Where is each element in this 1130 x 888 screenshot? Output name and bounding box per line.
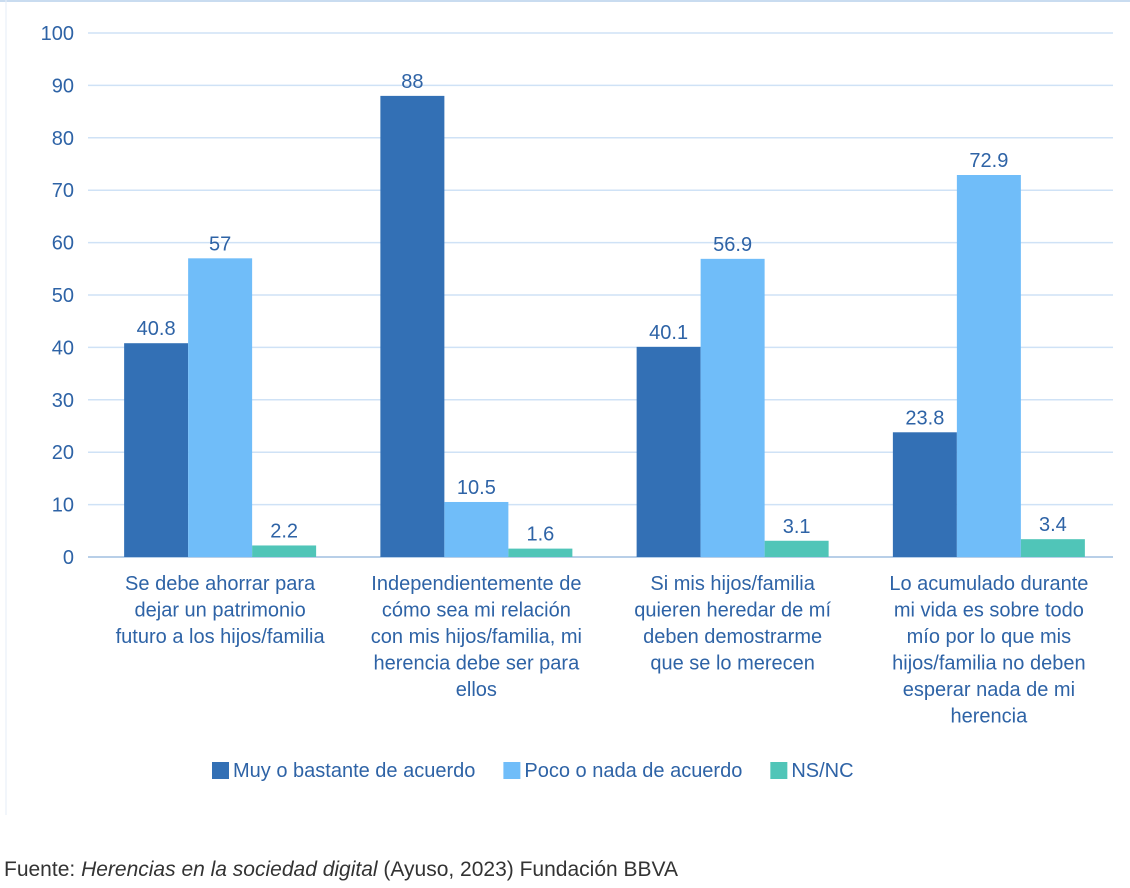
legend-swatch <box>212 762 229 779</box>
y-axis-ticks: 0 10 20 30 40 50 60 70 80 90 100 <box>41 23 74 569</box>
data-label: 3.4 <box>1039 514 1067 536</box>
source-suffix: (Ayuso, 2023) Fundación BBVA <box>377 858 678 881</box>
bar <box>380 95 445 557</box>
bar <box>188 258 253 557</box>
bar <box>124 343 189 557</box>
bar-chart: 40.8 88 40.1 23.8 57 10.5 56.9 72.9 2.2 1.6 3.1 3.4… <box>0 0 1130 815</box>
data-label: 56.9 <box>713 234 752 256</box>
category-label-line: mi vida es sobre todo <box>894 600 1084 622</box>
category-label-line: mío por lo que mis <box>907 626 1072 648</box>
bar <box>892 432 957 557</box>
category-label-line: hijos/familia no deben <box>892 653 1085 675</box>
category-label-line: con mis hijos/familia, mi <box>371 626 582 648</box>
legend-label: Muy o bastante de acuerdo <box>233 760 475 782</box>
category-label: Se debe ahorrar para dejar un patrimonio f… <box>116 573 326 648</box>
source-caption: Fuente: Herencias en la sociedad digital… <box>4 858 678 882</box>
legend-swatch <box>770 762 788 779</box>
data-label: 1.6 <box>526 524 554 546</box>
legend-label: NS/NC <box>791 760 853 782</box>
legend-swatch <box>503 762 521 779</box>
category-label-line: Se debe ahorrar para <box>125 573 316 595</box>
source-prefix: Fuente: <box>4 858 82 881</box>
source-title: Herencias en la sociedad digital <box>81 858 378 881</box>
category-label-line: Independientemente de <box>371 573 581 595</box>
category-label: Si mis hijos/familia quieren heredar de m… <box>634 573 831 675</box>
x-axis-categories: Se debe ahorrar para dejar un patrimonio f… <box>116 573 1089 728</box>
data-label: 72.9 <box>969 150 1008 172</box>
category-label-line: deben demostrarme <box>643 626 822 648</box>
category-label: Lo acumulado durante mi vida es sobre tod… <box>889 573 1088 728</box>
bar <box>252 545 317 557</box>
bar <box>508 548 573 557</box>
data-label: 88 <box>401 71 423 93</box>
category-label-line: que se lo merecen <box>650 653 815 675</box>
y-tick-label: 10 <box>52 495 74 517</box>
y-tick-label: 0 <box>63 547 74 569</box>
data-label: 2.2 <box>270 520 298 542</box>
y-tick-label: 80 <box>52 128 74 150</box>
category-label-line: ellos <box>456 679 497 701</box>
y-tick-label: 60 <box>52 233 74 255</box>
data-labels: 40.8 88 40.1 23.8 57 10.5 56.9 72.9 2.2 1.6 3.1 3.4 <box>137 71 1067 546</box>
bar <box>700 258 765 557</box>
bar <box>636 346 701 557</box>
y-tick-label: 70 <box>52 180 74 202</box>
y-tick-label: 50 <box>52 285 74 307</box>
category-label-line: Si mis hijos/familia <box>650 573 815 595</box>
data-label: 40.8 <box>137 318 176 340</box>
category-label: Independientemente de cómo sea mi relació… <box>371 573 582 701</box>
legend: Muy o bastante de acuerdo Poco o nada de … <box>212 760 854 782</box>
y-tick-label: 40 <box>52 337 74 359</box>
data-label: 40.1 <box>649 322 688 344</box>
category-label-line: dejar un patrimonio <box>135 600 306 622</box>
category-label-line: herencia <box>951 706 1029 728</box>
category-label-line: quieren heredar de mí <box>634 600 831 622</box>
data-label: 3.1 <box>783 516 811 538</box>
category-label-line: Lo acumulado durante <box>889 573 1088 595</box>
data-label: 10.5 <box>457 477 496 499</box>
y-tick-label: 30 <box>52 390 74 412</box>
y-tick-label: 20 <box>52 442 74 464</box>
data-label: 23.8 <box>905 407 944 429</box>
category-label-line: herencia debe ser para <box>374 653 581 675</box>
bar <box>956 175 1021 557</box>
bar <box>764 540 829 557</box>
category-label-line: esperar nada de mi <box>903 679 1075 701</box>
y-tick-label: 90 <box>52 75 74 97</box>
bar <box>444 501 509 557</box>
legend-label: Poco o nada de acuerdo <box>524 760 742 782</box>
chart-frame: 40.8 88 40.1 23.8 57 10.5 56.9 72.9 2.2 1.6 3.1 3.4… <box>0 0 1130 815</box>
category-label-line: futuro a los hijos/familia <box>116 626 326 648</box>
data-label: 57 <box>209 233 231 255</box>
y-tick-label: 100 <box>41 23 74 45</box>
bars <box>124 95 1085 557</box>
category-label-line: cómo sea mi relación <box>382 600 571 622</box>
bar <box>1020 539 1085 557</box>
